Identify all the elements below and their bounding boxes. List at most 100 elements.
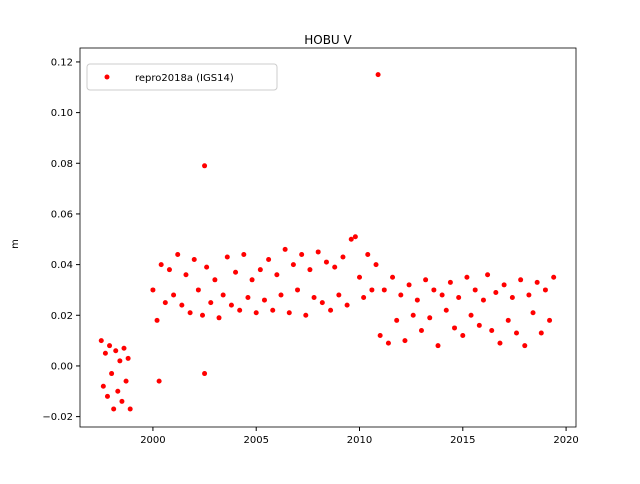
y-tick-label: 0.10	[51, 108, 73, 119]
data-point	[100, 383, 106, 389]
data-point	[315, 249, 321, 255]
data-point	[303, 312, 309, 318]
data-point	[489, 327, 495, 333]
data-point	[468, 312, 474, 318]
data-point	[261, 297, 267, 303]
data-point	[377, 333, 383, 339]
data-point	[369, 287, 375, 293]
data-point	[319, 300, 325, 306]
data-point	[447, 279, 453, 285]
data-point	[266, 257, 272, 263]
data-point	[522, 343, 528, 349]
data-point	[123, 378, 129, 384]
data-point	[208, 300, 214, 306]
data-point	[530, 310, 536, 316]
data-point	[156, 378, 162, 384]
data-point	[104, 393, 110, 399]
data-point	[253, 310, 259, 316]
data-point	[200, 312, 206, 318]
y-tick-label: 0.12	[51, 57, 73, 68]
data-point	[402, 338, 408, 344]
data-point	[113, 348, 119, 354]
data-point	[204, 264, 210, 270]
data-point	[323, 259, 329, 265]
data-point	[158, 262, 164, 268]
data-point	[509, 295, 515, 301]
y-axis-label: m	[10, 239, 21, 249]
data-point	[117, 358, 123, 364]
data-point	[443, 307, 449, 313]
data-point	[249, 277, 255, 283]
data-point	[183, 272, 189, 278]
data-point	[127, 406, 133, 412]
data-point	[286, 310, 292, 316]
data-point	[352, 234, 358, 240]
data-point	[414, 297, 420, 303]
data-point	[311, 295, 317, 301]
data-point	[547, 317, 553, 323]
data-point	[109, 371, 115, 377]
data-point	[526, 292, 532, 298]
data-point	[299, 251, 305, 257]
data-point	[406, 282, 412, 288]
data-point	[398, 292, 404, 298]
data-point	[551, 274, 557, 280]
data-point	[439, 292, 445, 298]
data-point	[175, 251, 181, 257]
data-point	[98, 338, 104, 344]
data-point	[150, 287, 156, 293]
data-point	[375, 72, 381, 78]
data-point	[460, 333, 466, 339]
data-point	[456, 295, 462, 301]
data-point	[216, 315, 222, 321]
data-point	[245, 295, 251, 301]
data-point	[228, 302, 234, 308]
data-point	[464, 274, 470, 280]
data-point	[187, 310, 193, 316]
data-point	[162, 300, 168, 306]
data-point	[295, 287, 301, 293]
data-point	[493, 289, 499, 295]
data-point	[497, 340, 503, 346]
data-point	[348, 236, 354, 242]
data-point	[115, 388, 121, 394]
data-point	[534, 279, 540, 285]
data-point	[476, 322, 482, 328]
data-point	[278, 292, 284, 298]
x-tick-label: 2005	[243, 435, 268, 446]
data-point	[166, 267, 172, 273]
plot-frame	[79, 47, 577, 428]
data-point	[340, 254, 346, 260]
data-point	[224, 254, 230, 260]
y-tick-label: −0.02	[42, 412, 73, 423]
y-tick-label: 0.08	[51, 159, 73, 170]
data-point	[202, 371, 208, 377]
data-point	[485, 272, 491, 278]
data-point	[514, 330, 520, 336]
data-point	[332, 264, 338, 270]
data-point	[241, 251, 247, 257]
data-point	[307, 267, 313, 273]
data-point	[505, 317, 511, 323]
data-point	[381, 287, 387, 293]
data-point	[119, 398, 125, 404]
data-point	[290, 262, 296, 268]
y-tick-label: 0.06	[51, 209, 73, 220]
data-point	[357, 274, 363, 280]
x-tick-label: 2015	[450, 435, 475, 446]
data-point	[361, 295, 367, 301]
data-point	[270, 307, 276, 313]
x-tick-label: 2010	[347, 435, 372, 446]
y-tick-label: 0.04	[51, 260, 73, 271]
legend-box	[86, 63, 278, 91]
data-point	[435, 343, 441, 349]
data-point	[121, 345, 127, 351]
data-point	[452, 325, 458, 331]
data-point	[538, 330, 544, 336]
data-point	[233, 269, 239, 275]
data-point	[111, 406, 117, 412]
data-point	[237, 307, 243, 313]
data-point	[518, 277, 524, 283]
data-point	[202, 163, 208, 169]
data-point	[431, 287, 437, 293]
